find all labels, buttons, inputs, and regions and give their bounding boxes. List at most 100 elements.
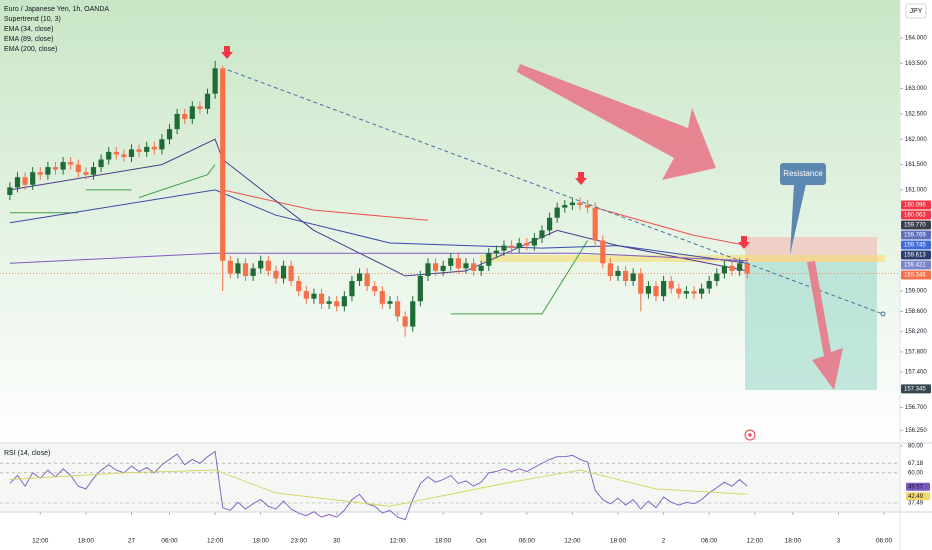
y-tick-label: 157.400 [905, 370, 927, 376]
candle-body [379, 291, 385, 304]
candle-body [303, 291, 309, 299]
x-tick-label: 18:00 [78, 538, 95, 545]
candle-body [22, 177, 28, 185]
candle-body [455, 258, 461, 269]
candle-body [410, 301, 416, 327]
x-tick-label: 18:00 [785, 538, 802, 545]
price-tag [901, 230, 931, 240]
trend-line-end [880, 311, 886, 317]
down-arrow [807, 261, 843, 390]
candle-body [622, 270, 629, 282]
candle-body [653, 286, 659, 297]
candle-body [83, 172, 89, 175]
candle-body [562, 205, 568, 208]
candle-body [744, 263, 750, 274]
candle-body [197, 106, 203, 109]
line-series [9, 450, 748, 521]
candle-body [683, 291, 690, 294]
x-tick-label: 06:00 [161, 538, 178, 545]
candle-body [334, 301, 340, 307]
x-tick-label: 27 [128, 538, 136, 545]
candle-body [569, 202, 575, 206]
marks [7, 60, 750, 521]
event-icon-dot [748, 433, 752, 437]
chart-title: Euro / Japanese Yen, 1h, OANDA [4, 6, 109, 13]
candle-body [706, 281, 712, 289]
price-tag-label: 159.346 [904, 273, 926, 279]
y-tick-label: 161.000 [905, 187, 927, 193]
candle-body [128, 149, 135, 157]
candle-body [539, 230, 545, 238]
candle-body [645, 286, 651, 294]
x-tick-label: 18:00 [610, 538, 627, 545]
x-tick-label: Oct [476, 538, 486, 545]
candle-body [288, 265, 294, 282]
candle-body [592, 207, 598, 241]
candle-body [493, 250, 499, 254]
candle-body [531, 237, 537, 246]
candle-body [721, 265, 728, 274]
candle-body [714, 273, 720, 282]
x-tick-label: 3 [837, 538, 841, 545]
candle-body [204, 93, 211, 109]
candle-body [121, 154, 127, 157]
candle-body [478, 265, 484, 271]
line-series [222, 189, 429, 221]
candle-body [737, 263, 743, 271]
line-series [9, 252, 748, 264]
currency-box[interactable] [905, 3, 927, 19]
price-tag [901, 220, 931, 230]
y-tick-label: 157.800 [905, 349, 927, 355]
rsi-background [0, 444, 900, 512]
candle-body [668, 281, 674, 289]
candle-body [440, 265, 446, 271]
candle-body [349, 281, 355, 297]
candle-body [638, 273, 644, 294]
price-tag-label: 160.063 [904, 213, 926, 219]
x-tick-label: 12:00 [32, 538, 49, 545]
candle-body [30, 172, 36, 185]
line-series [9, 469, 748, 507]
candle-body [144, 146, 150, 152]
y-tick-label: 161.500 [905, 162, 927, 168]
candle-body [729, 265, 735, 271]
candle-body [68, 162, 74, 165]
candle-body [98, 159, 104, 168]
candle-body [660, 281, 667, 297]
line-series [9, 189, 748, 264]
value-tag [906, 482, 930, 491]
candle-body [220, 68, 226, 261]
candle-body [212, 68, 218, 94]
candle-body [432, 263, 439, 271]
price-tag-label: 159.770 [904, 223, 926, 229]
y-tick-label: 162.500 [905, 112, 927, 118]
candle-body [699, 288, 705, 294]
price-tag-label: 159.613 [904, 253, 926, 259]
candle-body [227, 260, 233, 274]
candle-body [273, 270, 279, 279]
x-tick-label: 2 [662, 538, 666, 545]
line-series [450, 240, 589, 315]
candle-body [448, 258, 454, 266]
callout-pointer [790, 184, 806, 255]
candle-body [630, 273, 636, 282]
value-tag-label: 49.57 [908, 484, 924, 490]
trend-line [227, 69, 884, 315]
candle-body [242, 263, 249, 276]
candle-body [516, 243, 522, 249]
indicator-label: EMA (34, close) [4, 26, 53, 33]
price-tag-label: 160.096 [904, 203, 926, 209]
price-tag [901, 210, 931, 220]
candle-body [524, 243, 530, 246]
x-tick-label: 06:00 [701, 538, 718, 545]
candle-body [470, 263, 477, 271]
candle-body [463, 263, 469, 269]
y-tick-label: 156.700 [905, 405, 927, 411]
candle-body [311, 293, 317, 299]
candle-body [159, 139, 165, 150]
candle-body [166, 129, 173, 140]
price-tag-label: 157.345 [904, 387, 926, 393]
candle-body [486, 253, 492, 266]
